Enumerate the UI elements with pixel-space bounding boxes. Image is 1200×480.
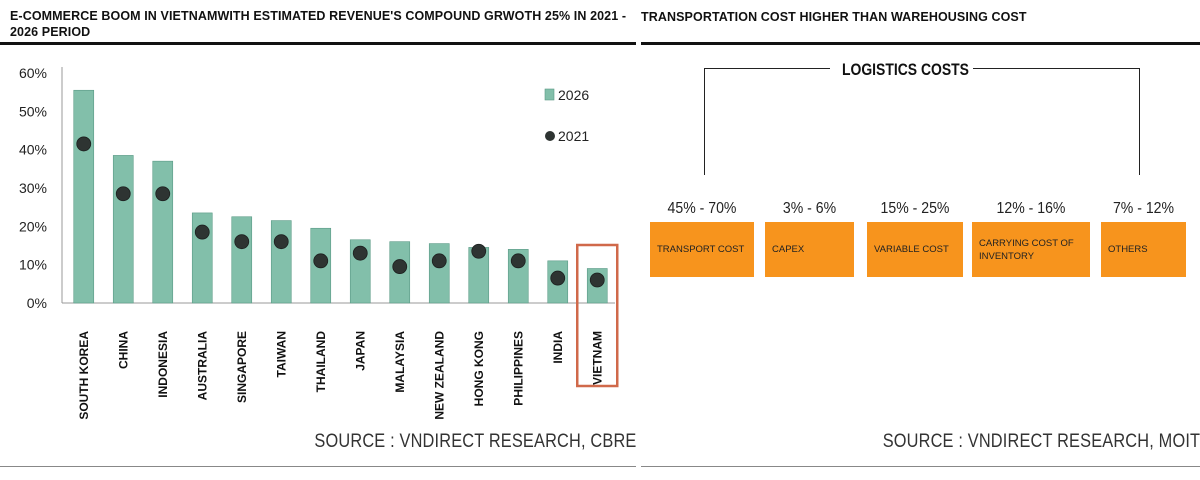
cost-range-carrying: 12% - 16%: [996, 200, 1066, 217]
bar: [428, 243, 450, 304]
y-tick-label: 50%: [19, 103, 47, 119]
dot-2021: [313, 253, 329, 269]
bar-chart: 0% 10% 20% 30% 40% 50% 60% SOUTH KOREA CHINA INDO…: [19, 65, 619, 420]
x-tick-label: TAIWAN: [274, 331, 288, 377]
chart-title: E-COMMERCE BOOM IN VIETNAMWITH ESTIMATED…: [10, 9, 627, 39]
dot-2021: [273, 234, 289, 250]
cost-box-carrying: CARRYING COST OF INVENTORY: [972, 222, 1090, 277]
x-tick-label: SINGAPORE: [235, 331, 249, 403]
dot-2021: [115, 186, 131, 202]
x-tick-label: JAPAN: [353, 331, 367, 371]
bar: [231, 216, 253, 304]
y-tick-label: 30%: [19, 180, 47, 196]
bracket-right: [973, 68, 1140, 175]
cost-box-others: OTHERS: [1101, 222, 1186, 277]
logistics-panel-title: TRANSPORTATION COST HIGHER THAN WAREHOUS…: [641, 10, 1027, 24]
highlight-box: [576, 243, 619, 388]
y-tick-label: 40%: [19, 142, 47, 158]
title-rule: [0, 42, 636, 45]
bar: [73, 89, 95, 304]
logistics-panel: TRANSPORTATION COST HIGHER THAN WAREHOUS…: [641, 0, 1200, 480]
title-rule-right: [641, 42, 1200, 45]
cost-range-capex: 3% - 6%: [782, 200, 837, 217]
chart-source: SOURCE : VNDIRECT RESEARCH, CBRE: [313, 431, 636, 452]
y-tick-label: 20%: [19, 218, 47, 234]
cost-range-variable: 15% - 25%: [880, 200, 950, 217]
legend-dot-2021: [545, 131, 555, 141]
cost-range-others: 7% - 12%: [1112, 200, 1175, 217]
bottom-rule: [0, 466, 636, 467]
logistics-costs-title: LOGISTICS COSTS: [841, 60, 969, 80]
legend-label-2021: 2021: [558, 128, 589, 144]
dot-2021: [589, 272, 605, 288]
x-tick-label: THAILAND: [314, 331, 328, 393]
y-tick-label: 0%: [27, 295, 47, 311]
bar: [112, 155, 134, 304]
y-tick-label: 10%: [19, 257, 47, 273]
dot-2021: [392, 259, 408, 274]
logistics-source: SOURCE : VNDIRECT RESEARCH, MOIT: [882, 431, 1200, 452]
dot-2021: [194, 224, 210, 240]
cost-box-capex: CAPEX: [765, 222, 854, 277]
dot-2021: [471, 243, 487, 259]
dot-2021: [352, 245, 368, 261]
bottom-rule-right: [641, 466, 1200, 467]
dot-2021: [234, 234, 250, 250]
cost-box-transport: TRANSPORT COST: [650, 222, 754, 277]
x-tick-label: INDONESIA: [156, 331, 170, 398]
x-tick-label: INDIA: [551, 331, 565, 364]
dot-2021: [155, 186, 171, 202]
dot-2021: [550, 270, 566, 286]
x-tick-label: VIETNAM: [590, 331, 604, 385]
dot-2021: [76, 136, 92, 152]
dot-2021: [431, 253, 447, 269]
bar: [270, 220, 292, 304]
cost-range-transport: 45% - 70%: [667, 200, 737, 217]
x-tick-label: SOUTH KOREA: [77, 331, 91, 420]
x-tick-label: MALAYSIA: [393, 331, 407, 393]
x-tick-label: PHILIPPINES: [511, 331, 525, 406]
x-tick-label: NEW ZEALAND: [432, 331, 446, 420]
cost-box-variable: VARIABLE COST: [867, 222, 963, 277]
bar: [152, 160, 174, 304]
bracket-left: [704, 68, 830, 175]
x-tick-label: CHINA: [116, 331, 130, 369]
x-tick-label: AUSTRALIA: [195, 331, 209, 401]
legend-swatch-2026: [544, 88, 555, 101]
dot-2021: [510, 253, 526, 269]
y-tick-label: 60%: [19, 65, 47, 81]
chart-panel: E-COMMERCE BOOM IN VIETNAMWITH ESTIMATED…: [0, 9, 636, 467]
x-tick-label: HONG KONG: [472, 331, 486, 406]
legend-label-2026: 2026: [558, 87, 589, 103]
